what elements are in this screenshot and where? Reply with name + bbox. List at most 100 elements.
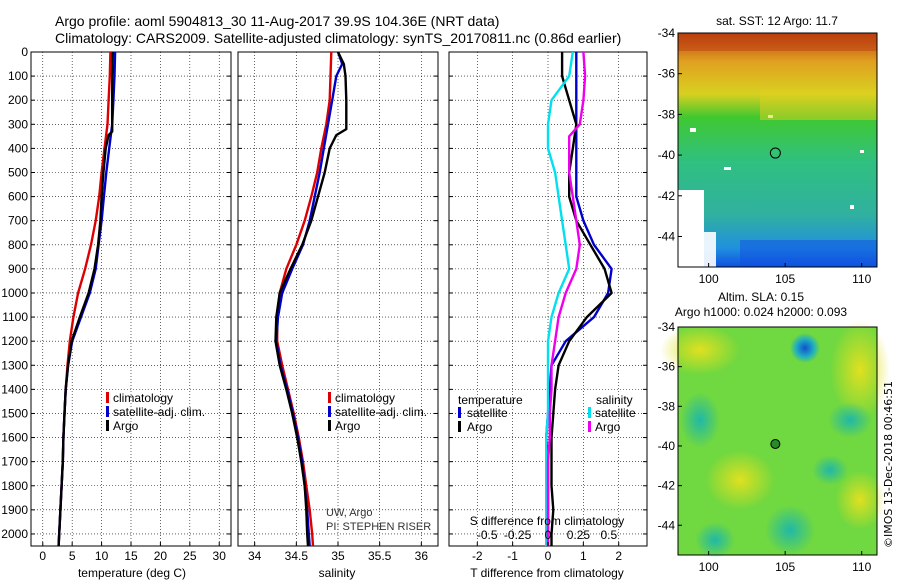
difference-x-ticks: -2 -1 0 1 2 bbox=[472, 542, 622, 563]
imos-credit: ©IMOS 13-Dec-2018 00:46:51 bbox=[882, 381, 895, 548]
depth-tick-label: 1500 bbox=[1, 406, 28, 420]
difference-panel: -2 -1 0 1 2 -0.5 -0.25 0 0.25 0.5 S difference f… bbox=[448, 51, 648, 580]
legend-label-t-satellite: satellite bbox=[467, 406, 508, 420]
temperature-series bbox=[57, 51, 117, 547]
sst-argo-marker bbox=[769, 147, 781, 159]
x-tick-label: 34 bbox=[248, 549, 262, 563]
difference-x-label: T difference from climatology bbox=[470, 566, 624, 580]
legend-label-climatology: climatology bbox=[335, 391, 395, 405]
x-tick-label: 35 bbox=[331, 549, 345, 563]
figure-title-line1: Argo profile: aoml 5904813_30 11-Aug-201… bbox=[55, 13, 499, 29]
sla-map-title: Altim. SLA: 0.15 bbox=[718, 290, 804, 304]
legend-swatch-s-argo bbox=[588, 421, 591, 432]
depth-tick-label: 200 bbox=[8, 93, 28, 107]
sst-map-texture bbox=[678, 33, 877, 267]
map-y-tick-label: -34 bbox=[658, 320, 676, 334]
sla-low-blob bbox=[765, 505, 815, 555]
sla-high-blob bbox=[830, 320, 890, 420]
depth-tick-label: 1700 bbox=[1, 455, 28, 469]
map-x-tick-label: 100 bbox=[699, 272, 719, 286]
legend-swatch-climatology bbox=[328, 392, 331, 403]
map-y-tick-label: -44 bbox=[658, 518, 676, 532]
s-tick-label: 0.5 bbox=[600, 528, 617, 542]
map-y-tick-label: -42 bbox=[658, 479, 676, 493]
s-tick-label: 0 bbox=[545, 528, 552, 542]
legend-swatch-satellite-adj bbox=[106, 406, 109, 417]
map-y-tick-label: -36 bbox=[658, 360, 676, 374]
salinity-series bbox=[274, 51, 348, 547]
series-line-s-satellite bbox=[545, 51, 574, 546]
x-tick-label: -2 bbox=[472, 549, 483, 563]
x-tick-label: 36 bbox=[415, 549, 429, 563]
salinity-legend: climatology satellite-adj. clim. Argo bbox=[328, 391, 427, 433]
sla-low-blob bbox=[812, 455, 848, 485]
legend-label-satellite-adj: satellite-adj. clim. bbox=[335, 405, 427, 419]
x-tick-label: -1 bbox=[507, 549, 518, 563]
legend-swatch-t-argo bbox=[458, 421, 461, 432]
sla-argo-marker bbox=[770, 438, 781, 449]
sst-missing-speck bbox=[850, 205, 854, 209]
legend-label-t-argo: Argo bbox=[467, 420, 493, 434]
sst-map-panel: sat. SST: 12 Argo: 11.7 100 105 110 -34 -36 -… bbox=[658, 14, 878, 286]
salinity-x-label: salinity bbox=[319, 566, 356, 580]
legend-label-climatology: climatology bbox=[113, 391, 173, 405]
sst-map-field bbox=[678, 33, 877, 267]
s-tick-label: 0.25 bbox=[567, 528, 591, 542]
temperature-gridlines bbox=[31, 51, 231, 546]
sla-high-blob bbox=[660, 325, 740, 375]
sla-map-frame bbox=[677, 326, 878, 556]
temperature-panel: 0 5 10 15 20 25 30 temperature (deg C) climato… bbox=[30, 51, 232, 580]
depth-tick-label: 500 bbox=[8, 165, 28, 179]
legend-label-s-argo: Argo bbox=[595, 420, 621, 434]
sst-map-frame bbox=[677, 32, 878, 268]
annotation-uw-argo: UW, Argo bbox=[326, 507, 372, 519]
depth-tick-label: 2000 bbox=[1, 527, 28, 541]
sst-cold-patch bbox=[740, 240, 877, 267]
map-y-tick-label: -34 bbox=[658, 26, 676, 40]
sst-map-title: sat. SST: 12 Argo: 11.7 bbox=[716, 14, 838, 28]
map-x-tick-label: 110 bbox=[852, 272, 871, 286]
difference-s-label: S difference from climatology bbox=[470, 514, 625, 528]
legend-title-salinity: salinity bbox=[596, 393, 633, 407]
map-y-tick-label: -44 bbox=[658, 229, 676, 243]
legend-swatch-argo bbox=[328, 420, 331, 431]
depth-tick-label: 1900 bbox=[1, 503, 28, 517]
s-tick-label: -0.25 bbox=[504, 528, 532, 542]
sst-warm-patch bbox=[760, 90, 877, 120]
difference-series bbox=[545, 51, 613, 546]
map-y-tick-label: -38 bbox=[658, 107, 676, 121]
x-tick-label: 0 bbox=[545, 549, 552, 563]
x-tick-label: 15 bbox=[124, 549, 138, 563]
depth-tick-label: 1600 bbox=[1, 431, 28, 445]
legend-title-temperature: temperature bbox=[458, 393, 523, 407]
x-tick-label: 10 bbox=[95, 549, 109, 563]
sla-low-blob bbox=[695, 522, 735, 558]
sla-high-blob bbox=[835, 470, 885, 530]
map-x-tick-label: 105 bbox=[775, 560, 795, 574]
x-tick-label: 35.5 bbox=[368, 549, 392, 563]
salinity-x-ticks: 34 34.5 35 35.5 36 bbox=[248, 542, 428, 563]
legend-swatch-satellite-adj bbox=[328, 406, 331, 417]
depth-tick-label: 1300 bbox=[1, 358, 28, 372]
map-x-tick-label: 100 bbox=[699, 560, 719, 574]
depth-tick-label: 1100 bbox=[2, 310, 28, 324]
depth-tick-label: 1000 bbox=[1, 286, 28, 300]
map-y-tick-label: -38 bbox=[658, 399, 676, 413]
sst-missing-patch bbox=[678, 190, 704, 267]
depth-tick-label: 900 bbox=[8, 262, 28, 276]
x-tick-label: 1 bbox=[580, 549, 587, 563]
map-x-tick-label: 110 bbox=[852, 560, 871, 574]
difference-s-ticks: -0.5 -0.25 0 0.25 0.5 bbox=[477, 528, 618, 542]
map-y-tick-label: -40 bbox=[658, 439, 676, 453]
legend-label-argo: Argo bbox=[113, 419, 139, 433]
legend-swatch-climatology bbox=[106, 392, 109, 403]
sst-map-axes: 100 105 110 -34 -36 -38 -40 -42 -44 bbox=[658, 26, 872, 286]
sla-map-axes: 100 105 110 -34 -36 -38 -40 -42 -44 bbox=[658, 320, 872, 574]
depth-tick-label: 400 bbox=[8, 141, 28, 155]
depth-tick-label: 300 bbox=[8, 117, 28, 131]
sst-missing-speck bbox=[690, 128, 696, 132]
map-y-tick-label: -42 bbox=[658, 189, 676, 203]
series-line-argo bbox=[57, 51, 114, 547]
map-y-tick-label: -36 bbox=[658, 67, 676, 81]
